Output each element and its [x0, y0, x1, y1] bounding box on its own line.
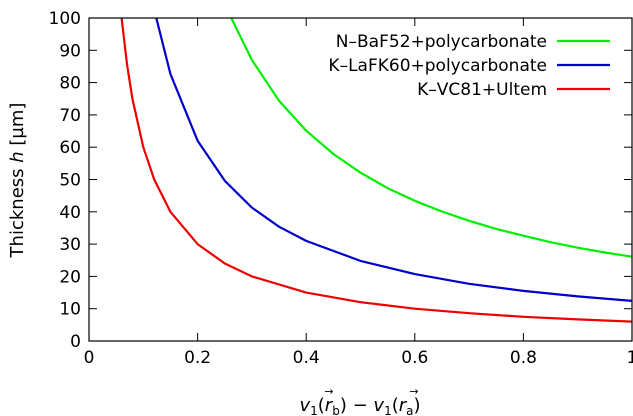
- y-tick-label: 30: [59, 235, 81, 255]
- y-tick-label: 70: [59, 106, 81, 126]
- legend-label: K–LaFK60+polycarbonate: [328, 56, 547, 76]
- y-tick-label: 90: [59, 41, 81, 61]
- series-line-3: [120, 18, 632, 323]
- series-line-1: [230, 18, 632, 258]
- y-tick-label: 60: [59, 138, 81, 158]
- y-tick-label: 40: [59, 203, 81, 223]
- series-layer: [120, 18, 632, 323]
- legend: N–BaF52+polycarbonate K–LaFK60+polycarbon…: [328, 32, 610, 100]
- x-tick-label: 0.6: [401, 348, 428, 368]
- x-axis-vector-arrow-b: →: [324, 385, 333, 398]
- y-tick-label: 100: [49, 9, 81, 29]
- y-tick-label: 50: [59, 171, 81, 191]
- x-tick-label: 0: [84, 348, 95, 368]
- x-tick-label: 0.8: [510, 348, 537, 368]
- x-axis-vector-arrow-a: →: [409, 385, 418, 398]
- x-tick-label: 0.2: [184, 348, 211, 368]
- y-tick-label: 80: [59, 74, 81, 94]
- x-tick-label: 0.4: [293, 348, 320, 368]
- y-axis-title: Thickness h [µm]: [7, 103, 28, 259]
- y-tick-label: 0: [70, 332, 81, 352]
- x-axis-title: v1(rb) − v1(ra): [299, 395, 420, 416]
- legend-label: N–BaF52+polycarbonate: [336, 32, 547, 52]
- legend-label: K–VC81+Ultem: [417, 80, 547, 100]
- y-tick-label: 10: [59, 300, 81, 320]
- y-tick-label: 20: [59, 267, 81, 287]
- series-line-2: [155, 18, 632, 302]
- x-tick-label: 1: [627, 348, 633, 368]
